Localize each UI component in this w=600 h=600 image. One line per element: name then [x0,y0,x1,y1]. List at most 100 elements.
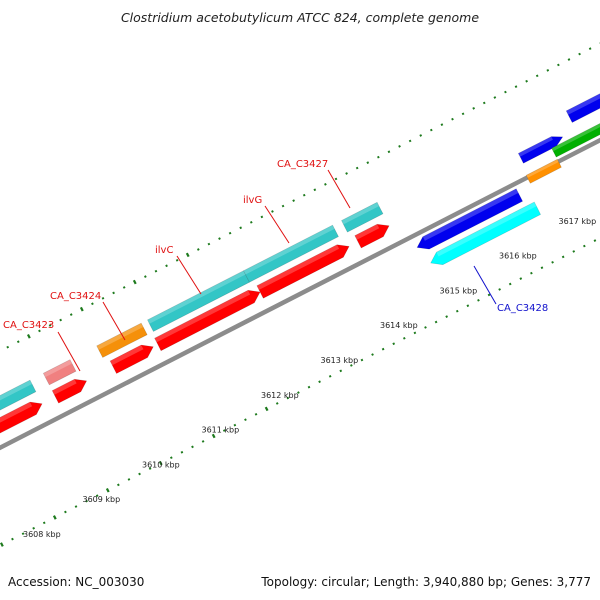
gene-bar[interactable] [551,116,600,158]
outer-tick [377,155,380,159]
gene-label[interactable]: CA_C3424 [50,291,101,302]
outer-tick [112,291,115,295]
gene-bar-highlight [341,202,379,225]
outer-tick [48,324,52,327]
inner-tick [561,255,565,259]
inner-tick [201,440,205,443]
inner-tick [402,336,406,340]
outer-tick [132,279,137,285]
leader-line [102,301,126,341]
outer-tick [207,242,211,246]
inner-tick [392,342,396,346]
inner-tick [11,537,14,541]
gene-bar-highlight [43,359,72,378]
inner-tick [264,406,269,412]
outer-tick [79,306,84,312]
gene-bar[interactable] [42,359,77,386]
gene-bar-highlight [110,345,144,366]
inner-tick [339,369,343,373]
leader-line [473,265,497,305]
inner-tick [455,309,459,313]
inner-tick [328,374,332,378]
inner-tick [158,460,163,466]
inner-tick [117,483,120,487]
inner-tick [487,293,491,297]
inner-tick [307,385,311,389]
outer-tick [154,269,158,273]
inner-tick [477,298,480,302]
inner-tick [169,456,173,460]
inner-tick [413,331,417,335]
gene-bar-highlight [96,323,144,350]
gene-bar-highlight [147,270,246,324]
gene-bar[interactable] [243,224,339,283]
gene-bar-highlight [354,224,380,240]
gene-labels: CA_C3423 CA_C3424 ilvC ilvG CA_C3427 CA_C3428 [3,159,548,331]
outer-tick [514,85,518,88]
gene-bar[interactable] [51,378,88,404]
gene-bar[interactable] [525,158,562,184]
outer-tick [313,188,317,192]
outer-tick [249,220,253,224]
inner-tick [32,526,35,530]
inner-tick [275,402,279,405]
outer-tick [419,134,423,137]
outer-tick [228,231,232,235]
gene-bar[interactable] [256,244,350,299]
gene-bar[interactable] [565,74,600,123]
gene-bar-highlight [154,290,251,343]
inner-tick [297,391,300,394]
tick-label: 3614 kbp [380,321,418,330]
leader-line [176,255,202,295]
inner-tick [52,515,57,520]
gene-bar[interactable] [341,201,384,233]
gene-bar[interactable] [96,322,148,358]
outer-tick [429,128,433,132]
gene-bar[interactable] [0,379,37,442]
inner-tick [582,244,586,248]
outer-tick [355,166,359,170]
gene-bar[interactable] [0,401,43,465]
gene-label[interactable]: CA_C3428 [497,303,548,314]
gene-bar-highlight [551,123,600,152]
outer-tick [175,258,179,262]
inner-tick [530,271,533,275]
gene-bar[interactable] [416,188,524,250]
outer-tick [271,210,274,213]
outer-tick [144,275,147,278]
inner-tick [593,239,597,242]
inner-tick [42,521,46,525]
gene-features[interactable] [0,74,600,517]
gene-label[interactable]: CA_C3423 [3,320,54,331]
gene-bar-highlight [52,379,77,395]
outer-tick [334,177,338,181]
outer-tick [567,58,571,61]
gene-bar[interactable] [154,289,261,352]
inner-tick [180,450,184,454]
outer-tick [408,139,412,143]
topology-text: Topology: circular; Length: 3,940,880 bp… [261,575,591,589]
outer-tick [292,199,295,202]
gene-label[interactable]: ilvC [155,245,173,256]
inner-tick [360,358,364,362]
outer-tick [101,296,105,300]
outer-tick [59,318,62,322]
gene-bar-highlight [0,380,32,401]
gene-label[interactable]: ilvG [243,195,262,206]
outer-tick [69,313,73,316]
outer-tick [281,204,285,208]
outer-tick [535,74,539,78]
gene-bar[interactable] [354,223,390,249]
outer-tick [546,69,550,72]
gene-bar[interactable] [109,344,154,374]
inner-tick [244,418,247,422]
gene-bar[interactable] [430,201,542,266]
inner-tick [551,260,554,264]
leader-line [327,169,351,209]
outer-tick [185,252,190,258]
gene-label[interactable]: CA_C3427 [277,159,328,170]
tick-label: 3612 kbp [261,391,299,400]
inner-tick [466,304,470,308]
outer-tick [345,172,348,175]
